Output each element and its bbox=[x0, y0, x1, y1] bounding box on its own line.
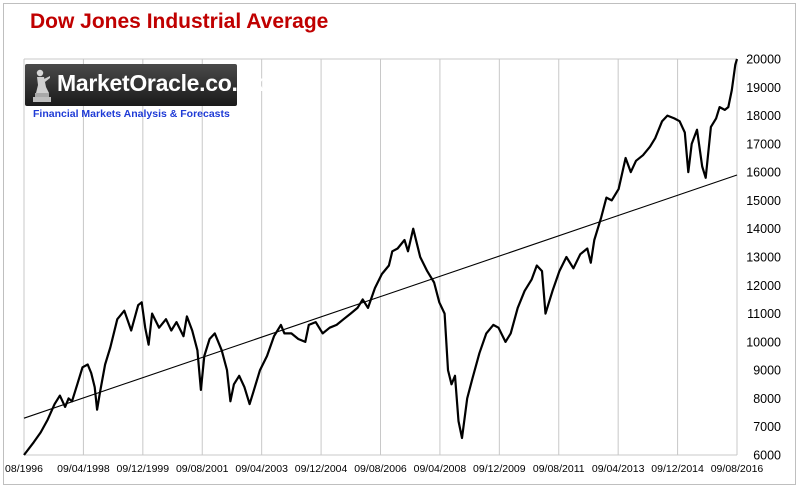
y-axis-ticks: 6000 7000 8000 9000 10000 11000 12000 13000 1400… bbox=[746, 53, 781, 463]
market-oracle-logo[interactable]: MarketOracle.co.uk Financial Markets Ana… bbox=[25, 64, 264, 122]
x-tick-label: 09/12/2014 bbox=[651, 463, 704, 475]
logo-name: MarketOracle.co.uk bbox=[57, 70, 264, 96]
x-tick-label: 09/04/2013 bbox=[592, 463, 645, 475]
y-tick-label: 14000 bbox=[746, 222, 781, 236]
y-tick-label: 12000 bbox=[746, 279, 781, 293]
logo-banner: MarketOracle.co.uk bbox=[25, 64, 264, 106]
x-tick-label: 09/12/1999 bbox=[117, 463, 170, 475]
chart-title: Dow Jones Industrial Average bbox=[30, 10, 329, 33]
trendline bbox=[23, 174, 738, 419]
logo-tagline: Financial Markets Analysis & Forecasts bbox=[33, 108, 230, 120]
y-tick-label: 10000 bbox=[746, 335, 781, 349]
dow-jones-series-line bbox=[23, 58, 739, 456]
x-tick-label: 09/08/2006 bbox=[354, 463, 407, 475]
y-tick-label: 9000 bbox=[753, 364, 781, 378]
y-tick-label: 15000 bbox=[746, 194, 781, 208]
x-tick-label: 09/08/2001 bbox=[176, 463, 229, 475]
series-lines bbox=[23, 58, 739, 456]
y-tick-label: 17000 bbox=[746, 137, 781, 151]
x-tick-label: 09/12/2004 bbox=[295, 463, 348, 475]
x-tick-label: 09/04/2003 bbox=[235, 463, 288, 475]
x-tick-label: 09/04/2008 bbox=[414, 463, 467, 475]
x-axis-ticks: 08/1996 09/04/1998 09/12/1999 09/08/2001 09/… bbox=[5, 463, 763, 475]
x-tick-label: 09/12/2009 bbox=[473, 463, 526, 475]
y-tick-label: 19000 bbox=[746, 81, 781, 95]
y-tick-label: 13000 bbox=[746, 251, 781, 265]
y-tick-label: 20000 bbox=[746, 53, 781, 67]
y-tick-label: 16000 bbox=[746, 166, 781, 180]
statue-icon bbox=[33, 69, 51, 102]
x-tick-label: 09/08/2016 bbox=[711, 463, 764, 475]
y-tick-label: 8000 bbox=[753, 392, 781, 406]
y-tick-label: 7000 bbox=[753, 420, 781, 434]
x-tick-label: 08/1996 bbox=[5, 463, 43, 475]
x-tick-label: 09/08/2011 bbox=[533, 463, 585, 475]
y-tick-label: 18000 bbox=[746, 109, 781, 123]
y-tick-label: 6000 bbox=[753, 449, 781, 463]
y-tick-label: 11000 bbox=[747, 307, 781, 321]
x-tick-label: 09/04/1998 bbox=[57, 463, 110, 475]
vertical-gridlines bbox=[23, 58, 738, 456]
